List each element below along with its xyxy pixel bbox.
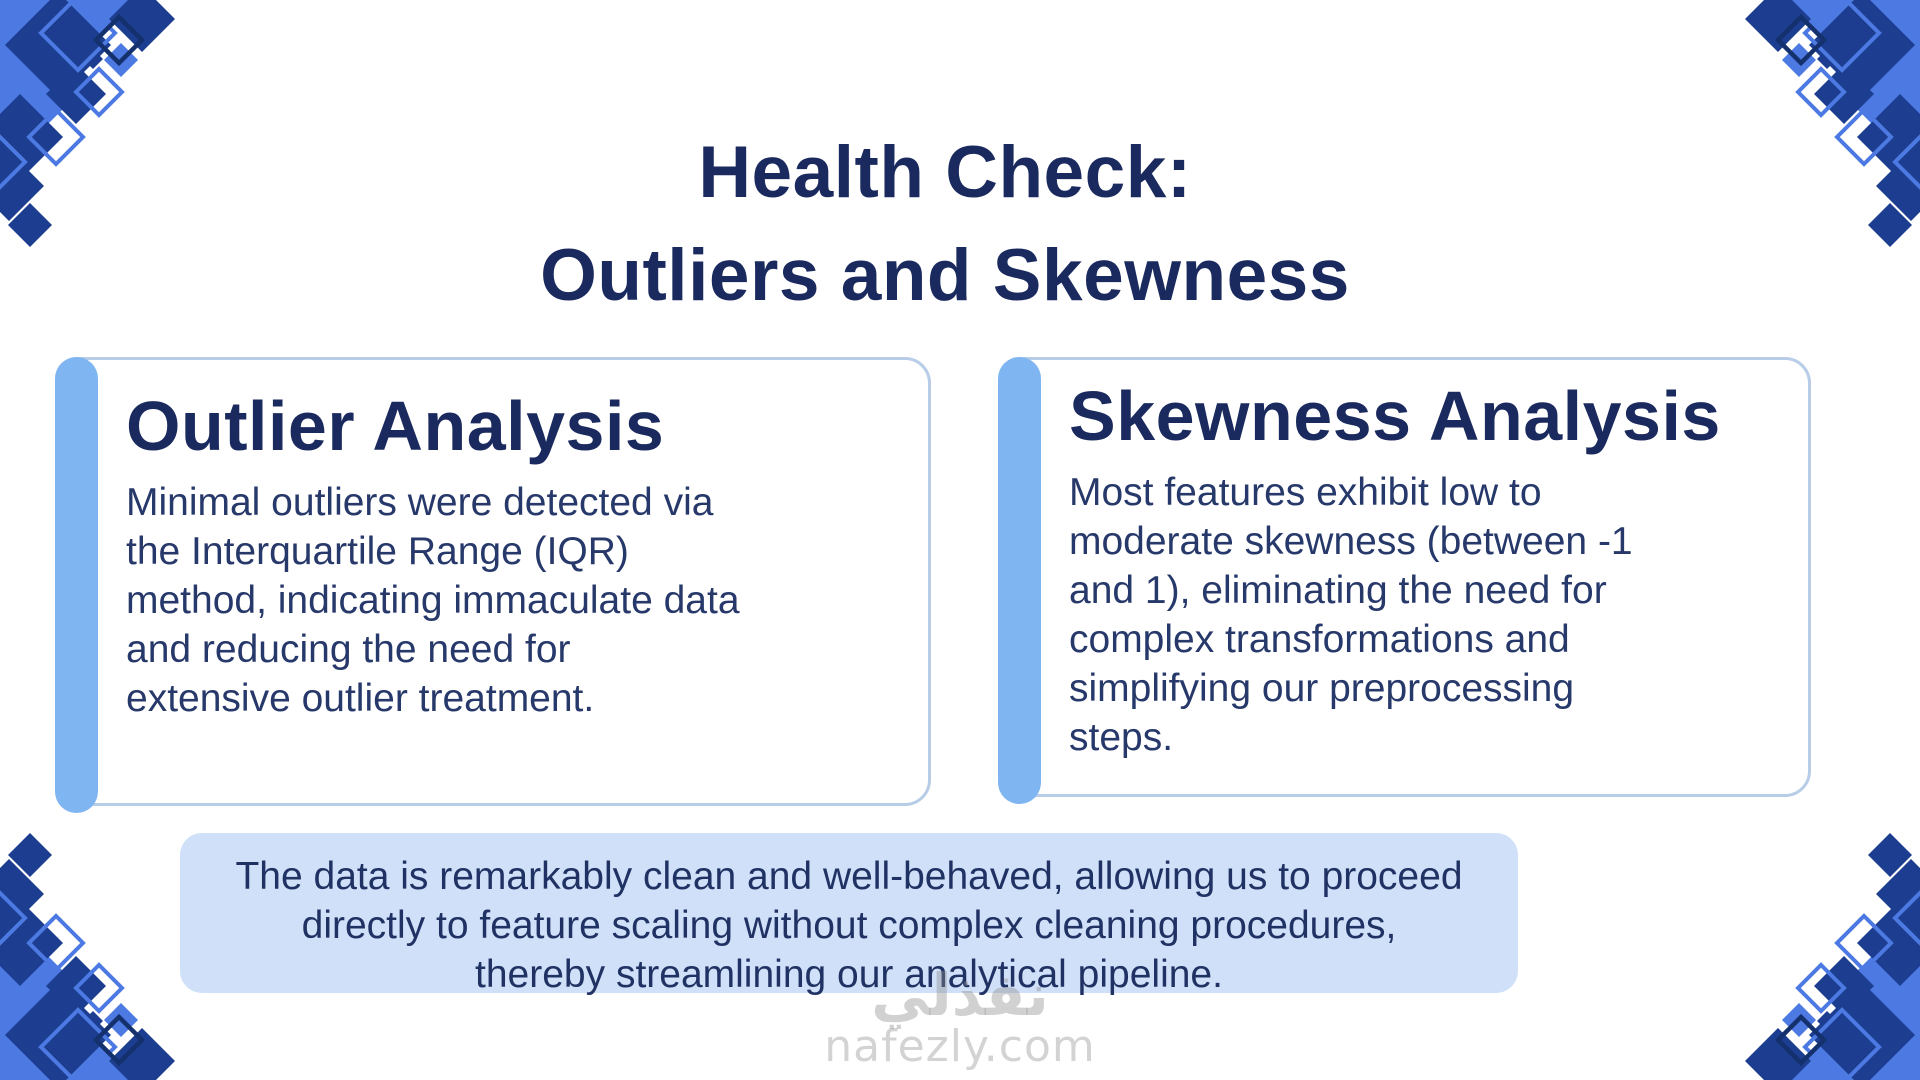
- card-accent-bar: [55, 357, 98, 813]
- watermark-logo: نفذلي: [871, 961, 1049, 1029]
- watermark-domain: nafezly.com: [824, 1021, 1096, 1072]
- card-content: Skewness Analysis Most features exhibit …: [1001, 360, 1808, 762]
- skewness-analysis-card: Skewness Analysis Most features exhibit …: [998, 357, 1811, 804]
- watermark: نفذلي nafezly.com: [0, 966, 1920, 1070]
- card-title: Skewness Analysis: [1069, 377, 1721, 455]
- card-content: Outlier Analysis Minimal outliers were d…: [58, 360, 928, 723]
- card-title: Outlier Analysis: [126, 387, 665, 465]
- summary-banner: The data is remarkably clean and well-be…: [180, 833, 1518, 996]
- card-body-text: Minimal outliers were detected via the I…: [126, 481, 740, 720]
- card-accent-bar: [998, 357, 1041, 804]
- outlier-analysis-card: Outlier Analysis Minimal outliers were d…: [55, 357, 931, 813]
- card-body-text: Most features exhibit low to moderate sk…: [1069, 471, 1633, 759]
- page-title: Health Check: Outliers and Skewness: [540, 131, 1350, 316]
